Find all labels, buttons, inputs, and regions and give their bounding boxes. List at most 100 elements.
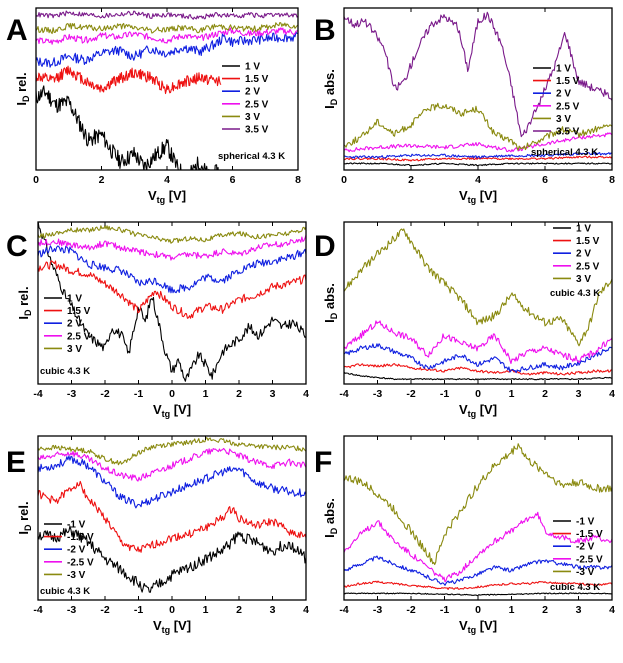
panel-b-legend-label: 1.5 V (556, 76, 580, 87)
panel-d-condition: cubic 4.3 K (550, 288, 600, 299)
panel-d-letter: D (314, 230, 336, 263)
panel-d-xtick-label: -1 (440, 388, 449, 400)
panel-e-xlabel: Vtg [V] (153, 618, 191, 635)
panel-c-xtick-label: -4 (33, 388, 42, 400)
panel-a-legend-label: 1 V (245, 62, 260, 73)
panel-e-series-4 (38, 447, 306, 482)
panel-a-xtick-label: 6 (230, 174, 236, 186)
panel-e-plot-area (38, 437, 306, 593)
panel-c-series-2 (38, 260, 306, 319)
panel-d-legend: 1 V1.5 V 2 V2.5 V 3 V (553, 224, 600, 285)
panel-d-series-2 (344, 363, 612, 376)
panel-b-series-1 (344, 162, 612, 167)
panel-c-xlabel: Vtg [V] (153, 402, 191, 419)
panel-a-xtick-label: 0 (33, 174, 39, 186)
panel-a-series-2 (36, 65, 222, 95)
panel-c: C -4 -3 -2 -1 0 1 2 3 4 Vtg [V] ID rel. 1 V1.5 V 2 V… (6, 221, 309, 419)
panel-f-series-3 (344, 555, 612, 586)
panel-a-legend-label: 1.5 V (245, 74, 269, 85)
panel-c-legend-label: 1.5 V (67, 306, 91, 317)
panel-a-xtick-label: 2 (99, 174, 105, 186)
panel-f-series-2 (344, 580, 612, 590)
panel-b-series-4 (344, 132, 612, 153)
panel-d-xlabel: Vtg [V] (459, 402, 497, 419)
panel-b-legend-label: 3.5 V (556, 127, 580, 138)
panel-e-series-5 (38, 437, 306, 466)
panel-c-condition: cubic 4.3 K (40, 366, 90, 377)
panel-d-legend-label: 1.5 V (576, 236, 600, 247)
panel-a-xtick-label: 4 (164, 174, 170, 186)
panel-f-xlabel: Vtg [V] (459, 618, 497, 635)
panel-b-series-5 (344, 102, 612, 151)
panel-b-xlabel: Vtg [V] (459, 188, 497, 205)
panel-f-letter: F (314, 446, 332, 479)
panel-f-legend-label: -2.5 V (576, 554, 603, 565)
panel-e-xtick-label: 0 (169, 604, 175, 616)
panel-c-ylabel: ID rel. (16, 286, 33, 319)
panel-a-xtick-label: 8 (295, 174, 301, 186)
panel-e-series-1 (38, 525, 306, 593)
panel-b-series-2 (344, 155, 612, 162)
panel-e-ylabel: ID rel. (16, 501, 33, 534)
panel-b-legend-label: 1 V (556, 64, 571, 75)
panel-c-xtick-label: -3 (67, 388, 76, 400)
panel-c-series-1 (38, 222, 306, 382)
panel-a-xlabel: Vtg [V] (148, 188, 186, 205)
panel-f-plot-area (344, 443, 612, 597)
panel-d-xtick-label: 3 (576, 388, 582, 400)
panel-e-condition: cubic 4.3 K (40, 586, 90, 597)
panel-f-condition: cubic 4.3 K (550, 582, 600, 593)
panel-b-series-3 (344, 152, 612, 159)
panel-b-legend-label: 3 V (556, 114, 571, 125)
panel-a-legend: 1 V1.5 V 2 V2.5 V 3 V 3.5 V (222, 62, 269, 136)
panel-e-xtick-label: 2 (236, 604, 242, 616)
panel-d-plot-area (344, 228, 612, 381)
panel-d-xtick-label: 2 (542, 388, 548, 400)
panel-d-series-3 (344, 343, 612, 374)
panel-f-xtick-label: 4 (609, 604, 615, 616)
panel-a-letter: A (6, 14, 28, 47)
panel-e-xtick-label: 1 (203, 604, 209, 616)
panel-f-xtick-label: -1 (440, 604, 449, 616)
panel-d-xtick-label: 4 (609, 388, 615, 400)
panel-b-xtick-label: 6 (542, 174, 548, 186)
panel-e-legend: -1 V-1.5 V -2 V-2.5 V -3 V (44, 520, 94, 581)
panel-d-series-5 (344, 228, 612, 347)
panel-e-xtick-label: -3 (67, 604, 76, 616)
panel-b-xtick-label: 0 (341, 174, 347, 186)
panel-a-series-6 (36, 10, 298, 20)
panel-f-series-1 (344, 592, 612, 597)
panel-c-legend-label: 2.5 V (67, 331, 91, 342)
panel-e-legend-label: -2 V (67, 545, 86, 556)
panel-d: D -4 -3 -2 -1 0 1 2 3 4 Vtg [V] ID abs. 1 V1.5 V 2 V… (314, 221, 615, 419)
panel-c-xtick-label: -2 (100, 388, 109, 400)
panel-a: A 0 2 4 6 8 Vtg [V] ID rel. 1 V1.5 V 2 V2.5 V 3 V… (6, 7, 301, 205)
panel-d-xtick-label: -2 (406, 388, 415, 400)
panel-b-xtick-label: 4 (475, 174, 481, 186)
panel-a-series-5 (36, 21, 298, 35)
panel-e-legend-label: -3 V (67, 570, 86, 581)
panel-f-legend-label: -1.5 V (576, 529, 603, 540)
panel-c-xtick-label: 3 (270, 388, 276, 400)
panel-e-legend-label: -1 V (67, 520, 86, 531)
panel-e-xtick-label: -4 (33, 604, 42, 616)
panel-c-xtick-label: 1 (203, 388, 209, 400)
panel-c-legend-label: 3 V (67, 344, 82, 355)
panel-d-legend-label: 1 V (576, 224, 591, 235)
panel-d-xtick-label: 0 (475, 388, 481, 400)
panel-a-ylabel: ID rel. (14, 72, 31, 105)
panel-e-letter: E (6, 446, 26, 479)
panel-b: B 0 2 4 6 8 Vtg [V] ID abs. 1 V1.5 V 2 V2.5 V 3 V… (314, 7, 615, 205)
panel-d-xtick-label: -3 (373, 388, 382, 400)
panel-f-ylabel: ID abs. (322, 498, 339, 538)
panel-d-legend-label: 2.5 V (576, 261, 600, 272)
panel-c-series-5 (38, 224, 306, 244)
panel-d-ylabel: ID abs. (322, 283, 339, 323)
panel-f-legend: -1 V-1.5 V -2 V-2.5 V -3 V (553, 517, 603, 578)
panel-c-series-4 (38, 234, 306, 261)
panel-a-series-1 (36, 85, 219, 170)
panel-d-xtick-label: 1 (509, 388, 515, 400)
panel-f-series-4 (344, 511, 612, 583)
panel-b-ylabel: ID abs. (322, 69, 339, 109)
